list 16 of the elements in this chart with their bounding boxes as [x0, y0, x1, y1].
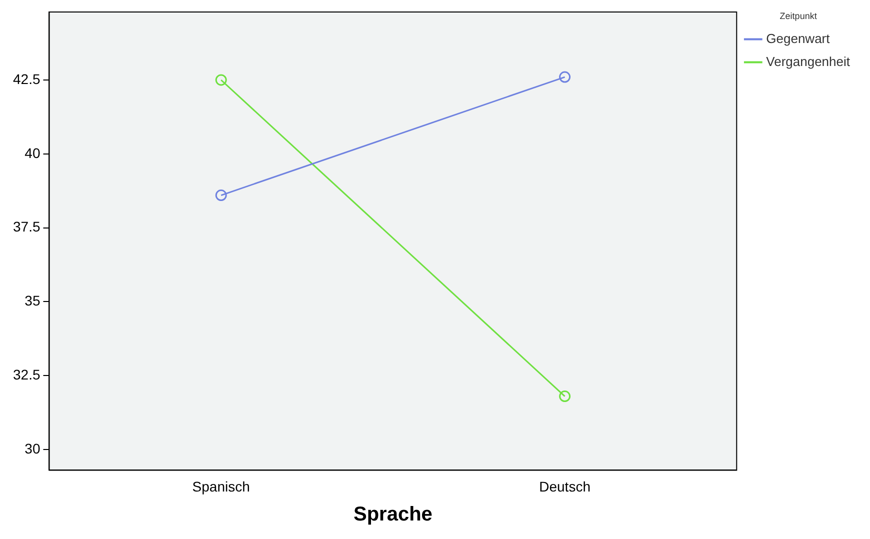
- y-tick-label: 30: [24, 440, 40, 456]
- point: [559, 71, 571, 83]
- x-axis-title: Sprache: [353, 504, 432, 526]
- y-tick-label: 40: [24, 144, 40, 161]
- point: [215, 190, 227, 202]
- y-tick-label: 35: [24, 292, 40, 309]
- y-tick-label: 42.5: [13, 70, 40, 87]
- y-tick-label: 32.5: [13, 366, 40, 382]
- x-tick-label: Deutsch: [539, 478, 590, 494]
- y-tick-label: 37.5: [13, 218, 40, 235]
- point: [559, 390, 571, 402]
- point: [215, 74, 227, 86]
- legend-label: Gegenwart: [766, 30, 830, 46]
- x-tick-label: Spanisch: [192, 478, 250, 494]
- legend-title: Zeitpunkt: [780, 10, 818, 21]
- legend-label: Vergangenheit: [766, 54, 850, 69]
